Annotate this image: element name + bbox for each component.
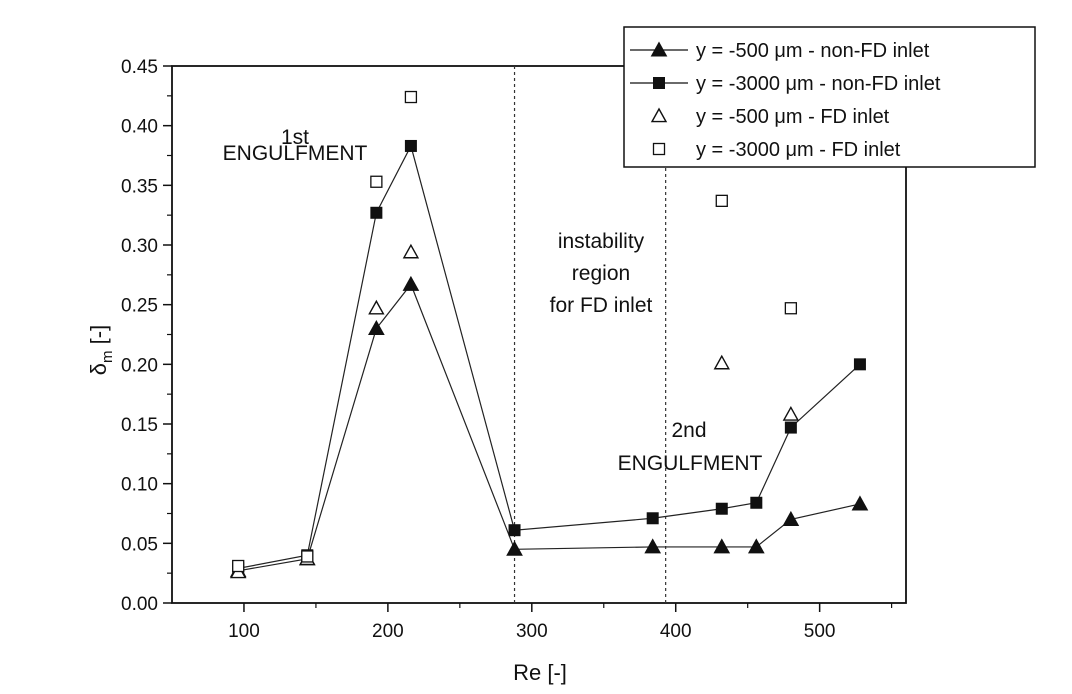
legend-marker — [650, 41, 668, 57]
x-tick-label: 100 — [228, 621, 260, 642]
annotation-instability-line2: region — [572, 262, 630, 285]
data-point — [402, 275, 420, 291]
series-4 — [232, 90, 798, 573]
x-tick-label: 300 — [516, 621, 548, 642]
y-tick-label: 0.20 — [121, 355, 158, 376]
y-tick-label: 0.00 — [121, 594, 158, 615]
annotation-instability-line3: for FD inlet — [550, 294, 653, 317]
y-axis-label-symbol: δ — [86, 363, 111, 375]
y-tick-label: 0.10 — [121, 475, 158, 496]
series-line — [238, 144, 861, 569]
data-point — [644, 538, 662, 554]
legend-items: y = -500 μm - non-FD inlet y = -3000 μm -… — [630, 40, 941, 161]
data-point — [402, 243, 420, 259]
data-point — [506, 540, 523, 556]
series-1 — [229, 275, 869, 578]
data-point — [853, 358, 866, 371]
x-tick-label: 500 — [804, 621, 836, 642]
data-point — [747, 538, 765, 554]
annotation-second-engulfment-line1: 2nd — [671, 419, 706, 442]
data-point — [646, 512, 659, 525]
x-tick-label: 200 — [372, 621, 404, 642]
y-tick-label: 0.25 — [121, 296, 158, 317]
data-point — [784, 302, 798, 315]
legend-label: y = -500 μm - FD inlet — [696, 106, 890, 128]
annotation-instability-line1: instability — [558, 230, 645, 253]
y-axis-label-unit: [-] — [86, 325, 111, 351]
data-point — [368, 320, 385, 336]
x-tick-label: 400 — [660, 621, 692, 642]
data-point — [370, 206, 383, 219]
y-tick-label: 0.40 — [121, 117, 158, 138]
annotation-second-engulfment-line2: ENGULFMENT — [618, 452, 763, 475]
annotation-first-engulfment-line2: ENGULFMENT — [223, 142, 368, 165]
legend: y = -500 μm - non-FD inlet y = -3000 μm -… — [623, 26, 1036, 168]
data-point — [713, 354, 730, 370]
series-2 — [232, 139, 866, 575]
data-point — [508, 524, 521, 537]
legend-box — [623, 26, 1036, 168]
series-layer — [229, 90, 869, 579]
data-point — [715, 194, 728, 207]
data-point — [232, 559, 245, 573]
y-axis-label-subscript: m — [99, 350, 116, 363]
y-tick-label: 0.15 — [121, 415, 158, 436]
data-point — [404, 90, 418, 104]
data-point — [368, 299, 385, 315]
legend-marker — [653, 77, 665, 89]
legend-label: y = -3000 μm - non-FD inlet — [696, 73, 941, 95]
data-point — [782, 406, 800, 421]
y-tick-label: 0.05 — [121, 534, 158, 555]
data-point — [782, 510, 800, 526]
data-point — [715, 502, 728, 515]
legend-marker — [650, 107, 668, 123]
legend-label: y = -3000 μm - FD inlet — [696, 139, 901, 161]
data-point — [301, 550, 314, 563]
legend-marker — [652, 142, 666, 156]
data-point — [750, 496, 763, 509]
annotation-first-engulfment-line1: 1st — [281, 126, 309, 149]
legend-label: y = -500 μm - non-FD inlet — [696, 40, 930, 62]
data-point — [784, 421, 797, 434]
data-point — [370, 175, 383, 188]
axes: 100 200 300 400 500 0.00 0.05 0.10 0.15 0.20 0.25 0… — [121, 57, 907, 642]
data-point — [713, 538, 731, 554]
y-tick-label: 0.30 — [121, 236, 158, 257]
y-tick-label: 0.35 — [121, 176, 158, 197]
x-axis-label: Re [-] — [513, 660, 567, 685]
series-line — [238, 283, 861, 572]
y-tick-label: 0.45 — [121, 57, 158, 78]
data-point — [851, 495, 869, 511]
data-point — [404, 139, 417, 152]
y-axis-label: δm [-] — [86, 325, 116, 375]
